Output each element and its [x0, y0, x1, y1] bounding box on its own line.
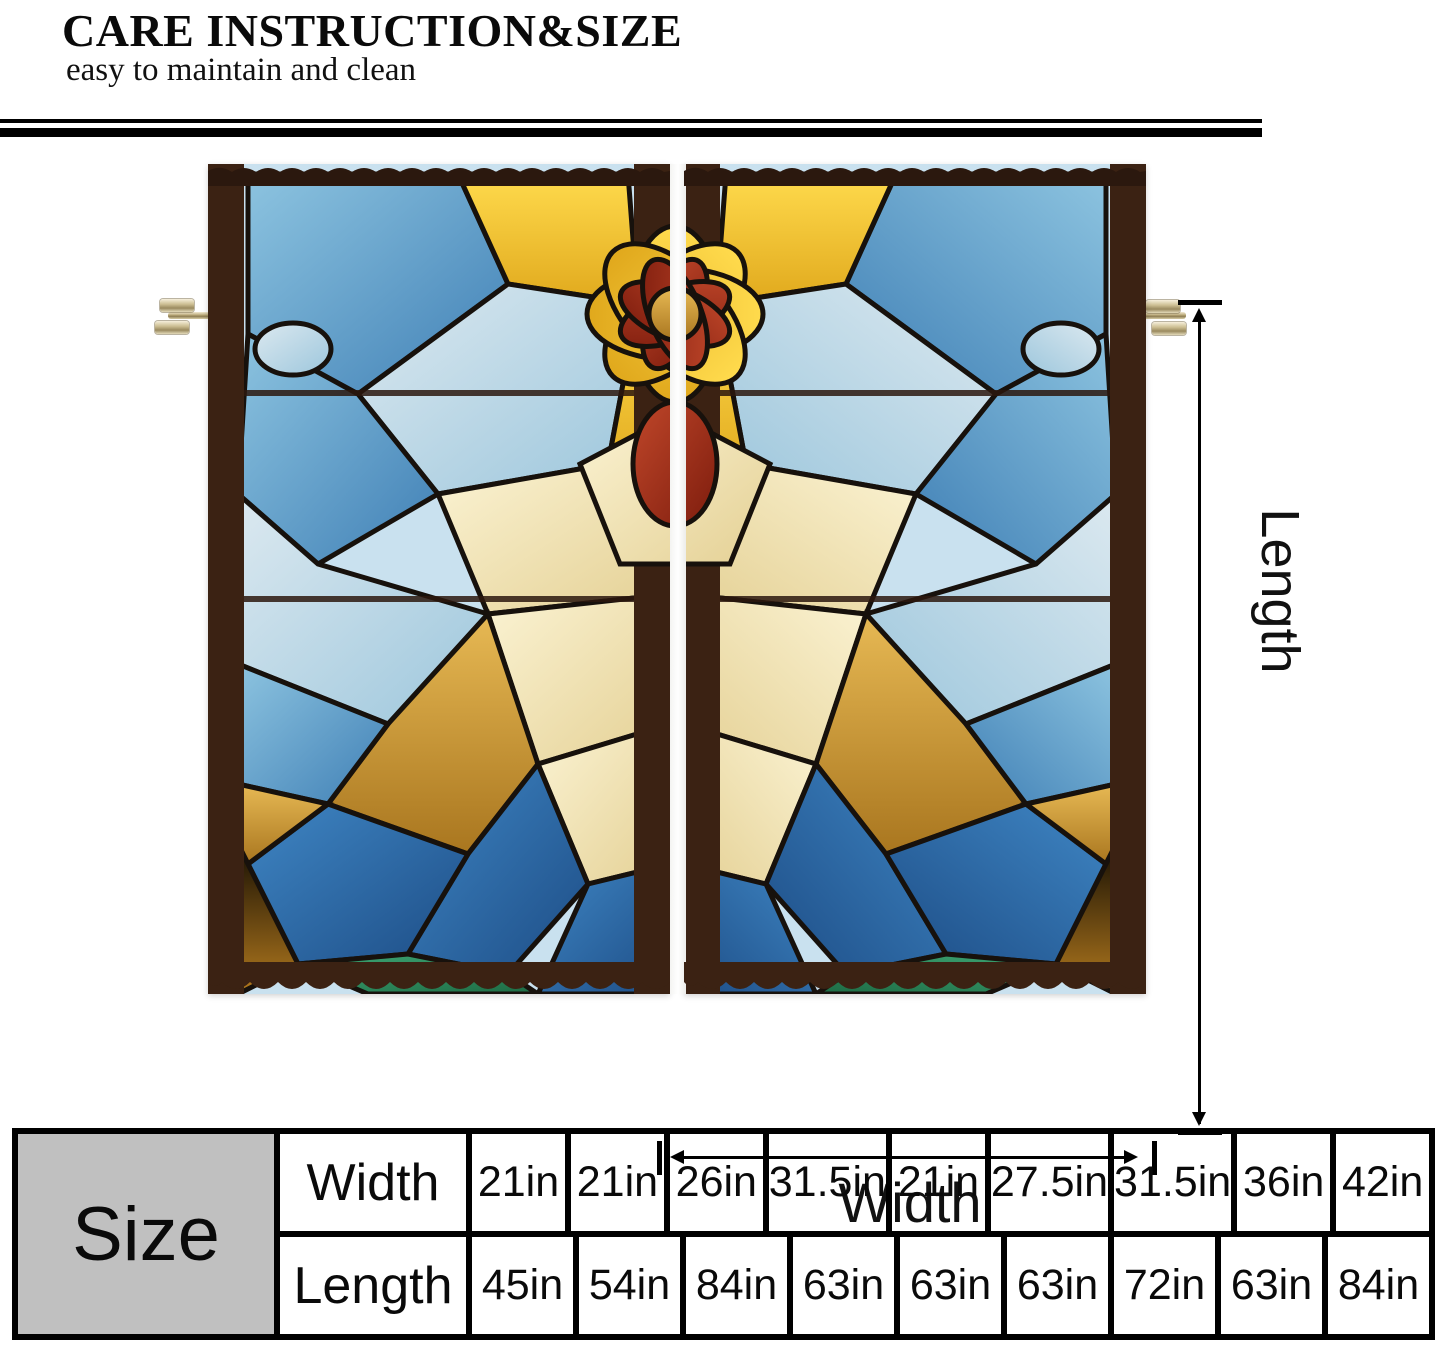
size-table-corner-label: Size	[18, 1134, 280, 1334]
length-arrow-down	[1192, 1112, 1206, 1126]
width-value: 21in	[571, 1134, 670, 1231]
divider-thick	[0, 128, 1262, 137]
length-value: 84in	[1337, 1261, 1420, 1309]
divider-thin	[0, 119, 1262, 123]
length-value: 54in	[579, 1237, 686, 1334]
rod-finial-icon	[155, 321, 189, 334]
row-label-width: Width	[280, 1134, 472, 1231]
panel-gap	[670, 164, 686, 994]
width-value: 36in	[1237, 1134, 1337, 1231]
width-arrow-line	[680, 1156, 1132, 1159]
length-value: 63in	[793, 1237, 900, 1334]
rod-finial-icon	[160, 299, 194, 312]
width-value: 42in	[1341, 1158, 1424, 1206]
rod-finial-icon	[1146, 300, 1180, 313]
table-row: Length 45in 54in 84in 63in 63in 63in 72i…	[280, 1237, 1429, 1334]
width-arrow-left	[670, 1150, 684, 1164]
width-value: 27.5in	[991, 1134, 1115, 1231]
length-value: 63in	[1007, 1237, 1114, 1334]
header-block: CARE INSTRUCTION&SIZE easy to maintain a…	[0, 0, 1445, 137]
width-value: 31.5in	[1114, 1134, 1238, 1231]
length-arrow-line	[1198, 312, 1201, 1124]
length-value: 84in	[686, 1237, 793, 1334]
length-value: 63in	[900, 1237, 1007, 1334]
curtain-rod-right	[1108, 312, 1186, 319]
table-row: Width 21in 21in 26in 31.5in 21in 27.5in …	[280, 1134, 1429, 1237]
width-tick-right	[1152, 1141, 1157, 1175]
width-value: 31.5in	[769, 1134, 892, 1231]
length-dimension-label: Length	[1250, 508, 1310, 674]
rod-finial-icon	[1152, 322, 1186, 335]
curtain-diagram: Length Width	[0, 140, 1445, 1234]
width-arrow-right	[1124, 1150, 1138, 1164]
page-title: CARE INSTRUCTION&SIZE	[62, 5, 683, 56]
row-label-length: Length	[280, 1237, 472, 1334]
size-table-grid: Width 21in 21in 26in 31.5in 21in 27.5in …	[280, 1134, 1429, 1334]
size-table: Size Width 21in 21in 26in 31.5in 21in 27…	[12, 1128, 1435, 1340]
curtain-rod-left	[168, 312, 238, 319]
width-tick-left	[657, 1141, 662, 1175]
width-value: 21in	[472, 1134, 571, 1231]
curtain-panel-right	[684, 164, 1146, 994]
page-subtitle: easy to maintain and clean	[66, 52, 417, 88]
length-value: 72in	[1114, 1237, 1221, 1334]
width-dimension-label: Width	[838, 1171, 982, 1234]
width-value: 21in	[892, 1134, 991, 1231]
length-value: 45in	[472, 1237, 579, 1334]
length-value: 63in	[1221, 1237, 1328, 1334]
length-tick-top	[1178, 300, 1222, 305]
curtain-panel-left	[208, 164, 670, 994]
width-value: 26in	[670, 1134, 769, 1231]
